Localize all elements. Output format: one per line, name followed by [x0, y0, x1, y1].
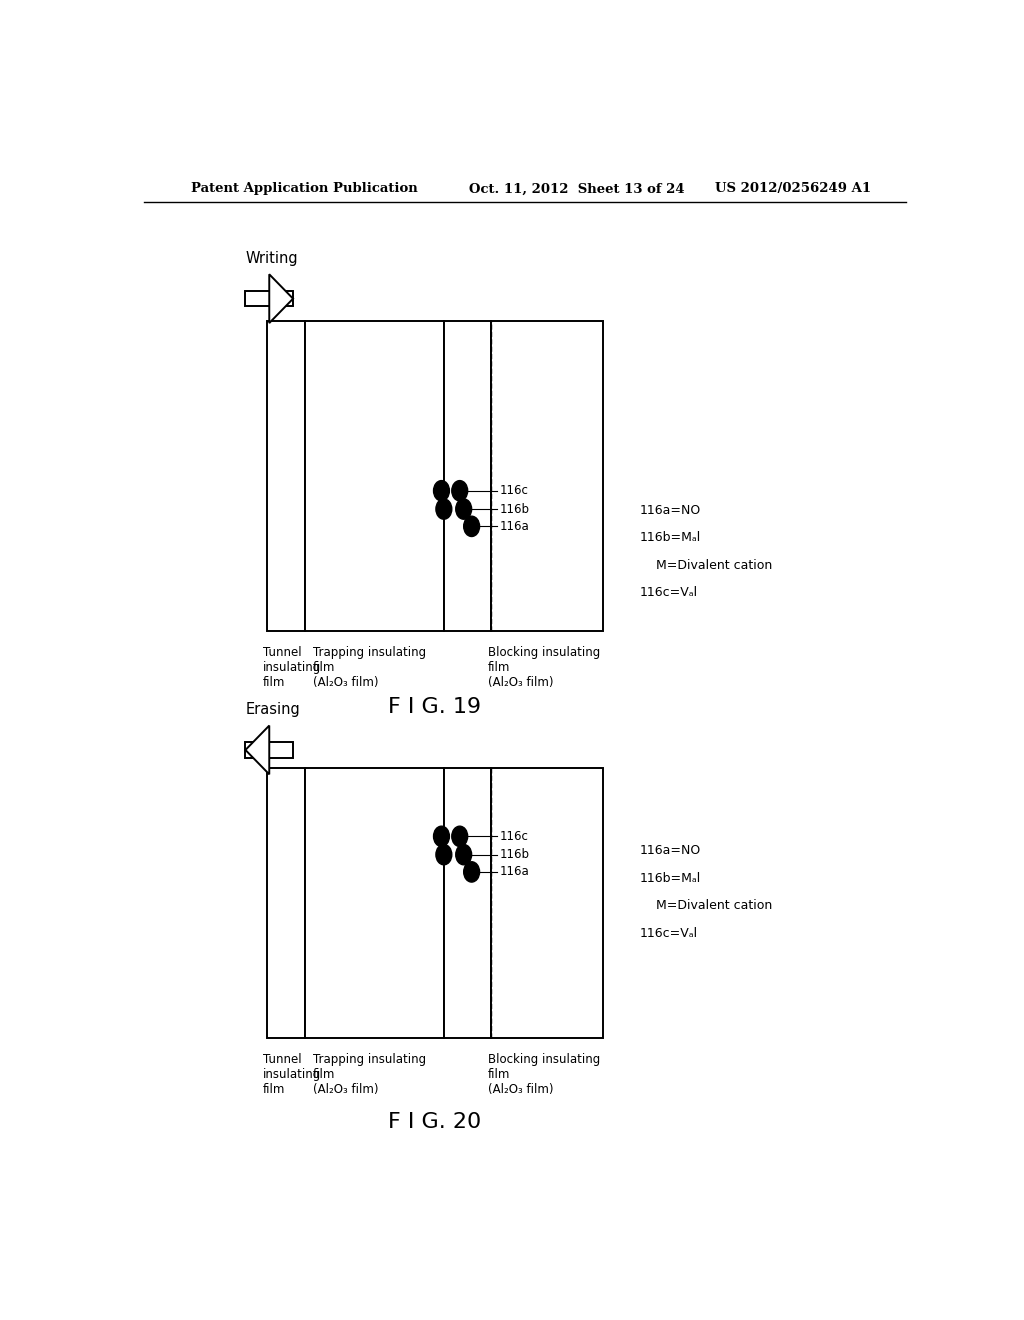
Bar — [267, 768, 305, 1038]
Text: Blocking insulating
film
(Al₂O₃ film): Blocking insulating film (Al₂O₃ film) — [487, 647, 600, 689]
Circle shape — [436, 499, 452, 519]
Text: 116c=Vₐl: 116c=Vₐl — [640, 586, 698, 599]
Bar — [305, 321, 443, 631]
Text: Trapping insulating
film
(Al₂O₃ film): Trapping insulating film (Al₂O₃ film) — [313, 647, 426, 689]
Text: 116c=Vₐl: 116c=Vₐl — [640, 927, 698, 940]
Circle shape — [452, 826, 468, 846]
Text: Patent Application Publication: Patent Application Publication — [191, 182, 418, 195]
Bar — [443, 768, 492, 1038]
Text: 116a=NO: 116a=NO — [640, 845, 701, 858]
Circle shape — [464, 516, 479, 536]
Text: 116b: 116b — [500, 849, 529, 861]
Bar — [305, 768, 443, 1038]
Circle shape — [464, 862, 479, 882]
Circle shape — [456, 845, 472, 865]
Text: 116a=NO: 116a=NO — [640, 504, 701, 517]
Bar — [246, 290, 293, 306]
Text: 116c: 116c — [500, 830, 528, 843]
Text: 116c: 116c — [500, 484, 528, 498]
Bar — [443, 321, 492, 631]
Text: 116a: 116a — [500, 520, 529, 533]
Text: M=Divalent cation: M=Divalent cation — [655, 899, 772, 912]
Text: Tunnel
insulating
film: Tunnel insulating film — [263, 1053, 322, 1096]
Text: Writing: Writing — [246, 251, 298, 265]
Text: Tunnel
insulating
film: Tunnel insulating film — [263, 647, 322, 689]
Text: 116a: 116a — [500, 866, 529, 878]
Text: 116b=Mₐl: 116b=Mₐl — [640, 873, 701, 884]
Circle shape — [433, 480, 450, 500]
Bar — [267, 321, 305, 631]
Text: F I G. 19: F I G. 19 — [388, 697, 481, 717]
Circle shape — [433, 826, 450, 846]
Bar — [492, 768, 602, 1038]
Circle shape — [436, 845, 452, 865]
Bar — [492, 321, 602, 631]
Text: F I G. 20: F I G. 20 — [388, 1111, 481, 1133]
Text: Blocking insulating
film
(Al₂O₃ film): Blocking insulating film (Al₂O₃ film) — [487, 1053, 600, 1096]
Text: 116b=Mₐl: 116b=Mₐl — [640, 532, 701, 544]
Polygon shape — [246, 726, 269, 775]
Text: 116b: 116b — [500, 503, 529, 516]
Text: Trapping insulating
film
(Al₂O₃ film): Trapping insulating film (Al₂O₃ film) — [313, 1053, 426, 1096]
Polygon shape — [269, 275, 293, 323]
Text: Erasing: Erasing — [246, 702, 300, 717]
Circle shape — [452, 480, 468, 500]
Bar — [246, 742, 293, 758]
Text: Oct. 11, 2012  Sheet 13 of 24: Oct. 11, 2012 Sheet 13 of 24 — [469, 182, 685, 195]
Circle shape — [456, 499, 472, 519]
Text: US 2012/0256249 A1: US 2012/0256249 A1 — [715, 182, 871, 195]
Text: M=Divalent cation: M=Divalent cation — [655, 558, 772, 572]
